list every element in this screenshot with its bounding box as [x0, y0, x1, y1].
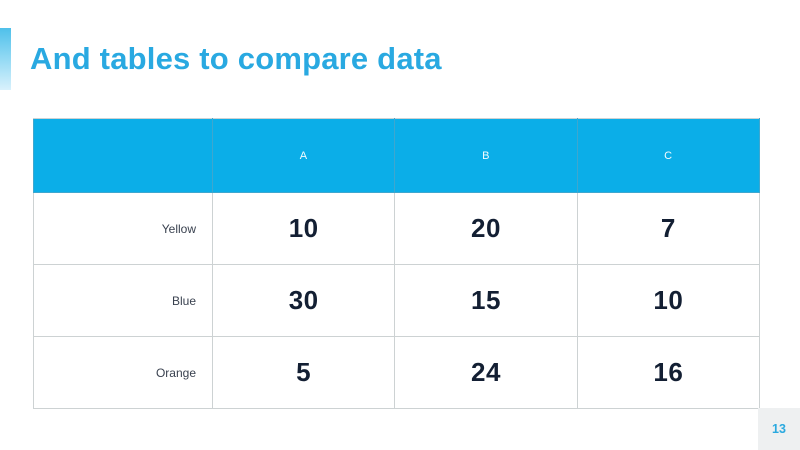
- comparison-table: A B C Yellow 10 20 7 Blue 30 15 10 Orang…: [33, 118, 761, 409]
- table-header-corner-cell: [33, 118, 213, 193]
- cell-orange-a: 5: [211, 336, 396, 409]
- table-row: Yellow 10 20 7: [33, 192, 761, 265]
- cell-orange-c: 16: [576, 336, 761, 409]
- page-number: 13: [772, 422, 786, 436]
- title-accent-bar: [0, 28, 11, 90]
- cell-yellow-a: 10: [211, 192, 396, 265]
- row-label-yellow: Yellow: [33, 192, 213, 265]
- cell-yellow-b: 20: [394, 192, 578, 265]
- cell-blue-b: 15: [394, 264, 578, 337]
- row-label-orange: Orange: [33, 336, 213, 409]
- cell-yellow-c: 7: [576, 192, 761, 265]
- cell-orange-b: 24: [394, 336, 578, 409]
- page-title: And tables to compare data: [30, 41, 442, 76]
- table-header-col-a: A: [211, 118, 396, 193]
- cell-blue-c: 10: [576, 264, 761, 337]
- table-header-col-c: C: [576, 118, 761, 193]
- page-number-box: 13: [758, 408, 800, 450]
- table-row: Blue 30 15 10: [33, 264, 761, 337]
- cell-blue-a: 30: [211, 264, 396, 337]
- table-header-row: A B C: [33, 118, 761, 193]
- table-header-col-b: B: [394, 118, 578, 193]
- row-label-blue: Blue: [33, 264, 213, 337]
- table-row: Orange 5 24 16: [33, 336, 761, 409]
